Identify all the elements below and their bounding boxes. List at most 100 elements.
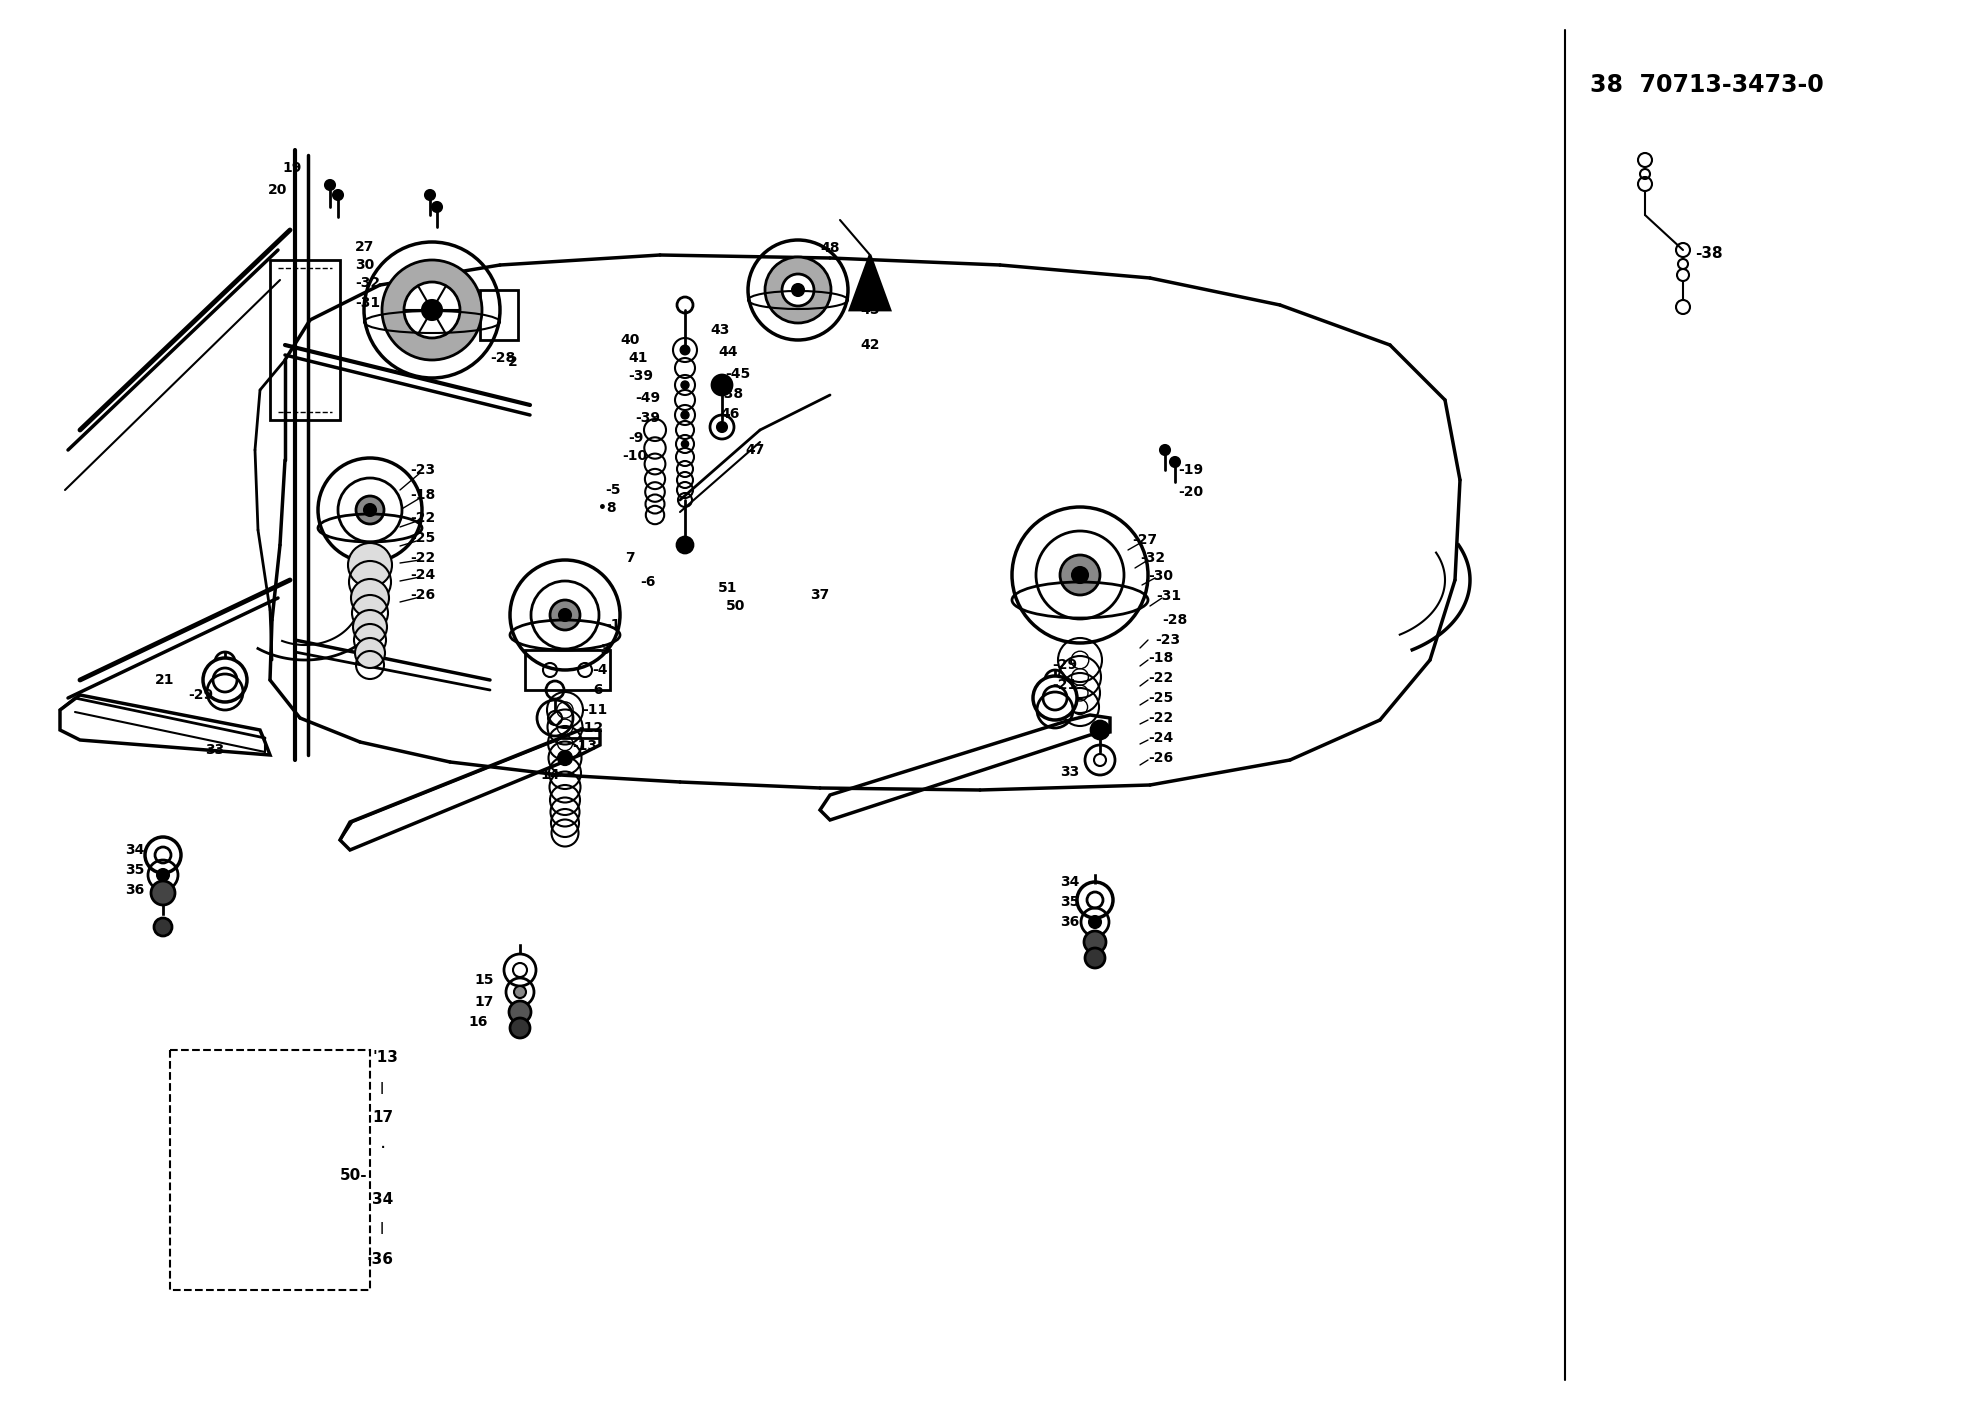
Text: -30: -30 <box>1149 570 1173 584</box>
Text: 48: 48 <box>819 241 839 255</box>
Text: l: l <box>381 1222 385 1237</box>
Circle shape <box>1676 300 1690 314</box>
Text: 47: 47 <box>746 443 764 457</box>
Text: 50-: 50- <box>339 1167 367 1183</box>
Text: -45: -45 <box>724 368 750 382</box>
Text: -25: -25 <box>411 530 434 544</box>
Text: -22: -22 <box>411 511 434 525</box>
Text: •8: •8 <box>597 501 617 515</box>
Text: -22: -22 <box>1149 711 1173 725</box>
Text: 45: 45 <box>859 303 879 317</box>
Text: 36: 36 <box>1059 915 1079 929</box>
Circle shape <box>558 751 573 766</box>
Text: -32: -32 <box>1141 551 1165 565</box>
Circle shape <box>532 581 599 650</box>
Circle shape <box>353 610 387 644</box>
Text: 42: 42 <box>859 338 879 352</box>
Text: -6: -6 <box>587 683 603 697</box>
Circle shape <box>782 274 813 306</box>
Polygon shape <box>849 255 891 310</box>
Circle shape <box>1085 948 1105 968</box>
Circle shape <box>1083 932 1105 953</box>
Circle shape <box>337 478 403 542</box>
Text: 15: 15 <box>474 974 494 986</box>
Circle shape <box>681 345 690 355</box>
Text: -23: -23 <box>1155 633 1180 647</box>
Text: 33: 33 <box>1059 765 1079 779</box>
Text: -27: -27 <box>1133 533 1157 547</box>
Text: -49: -49 <box>635 391 661 405</box>
Text: -13: -13 <box>571 739 597 753</box>
Circle shape <box>716 422 726 432</box>
Text: 43: 43 <box>710 323 730 337</box>
Text: -29: -29 <box>1052 658 1077 672</box>
Text: -29: -29 <box>188 687 212 702</box>
Text: 41: 41 <box>629 351 647 365</box>
Text: 21: 21 <box>155 673 175 687</box>
Text: -22: -22 <box>411 551 434 565</box>
Text: -24: -24 <box>1149 731 1173 745</box>
Circle shape <box>351 579 389 617</box>
Circle shape <box>712 375 732 396</box>
Circle shape <box>405 282 460 338</box>
Circle shape <box>681 382 688 389</box>
Circle shape <box>151 881 175 905</box>
Text: 38  70713-3473-0: 38 70713-3473-0 <box>1589 73 1823 97</box>
Circle shape <box>1161 445 1171 455</box>
Text: -26: -26 <box>411 588 434 602</box>
Circle shape <box>423 300 442 320</box>
Text: 7: 7 <box>625 551 635 565</box>
Circle shape <box>766 257 831 323</box>
Circle shape <box>1034 676 1077 720</box>
Text: -18: -18 <box>1149 651 1173 665</box>
Circle shape <box>681 441 688 448</box>
Text: 35: 35 <box>125 863 145 877</box>
Circle shape <box>355 638 385 668</box>
Text: '13: '13 <box>373 1051 399 1065</box>
Text: -22: -22 <box>1149 671 1173 685</box>
Polygon shape <box>60 694 270 755</box>
Circle shape <box>1089 916 1101 927</box>
Text: 33: 33 <box>204 744 224 758</box>
Text: 17: 17 <box>474 995 494 1009</box>
Text: 19: 19 <box>282 161 302 175</box>
Text: 34: 34 <box>1059 875 1079 890</box>
Text: -5: -5 <box>605 483 621 497</box>
Text: -28: -28 <box>490 351 516 365</box>
Text: l: l <box>381 1083 385 1097</box>
Text: -38: -38 <box>718 387 744 401</box>
Text: 30: 30 <box>355 258 375 272</box>
Text: -21: -21 <box>1052 678 1077 692</box>
Text: -4: -4 <box>591 664 607 678</box>
Text: 40: 40 <box>619 333 639 347</box>
Circle shape <box>681 411 688 419</box>
Text: 35: 35 <box>1059 895 1079 909</box>
Circle shape <box>347 543 393 586</box>
Text: 50: 50 <box>726 599 746 613</box>
Text: 20: 20 <box>268 182 288 196</box>
Circle shape <box>510 1019 530 1038</box>
Circle shape <box>1071 567 1087 584</box>
Circle shape <box>383 260 482 361</box>
Circle shape <box>425 189 434 201</box>
Circle shape <box>1059 556 1099 595</box>
Text: -6: -6 <box>641 575 655 589</box>
Text: 14: 14 <box>540 767 559 781</box>
Text: -10: -10 <box>623 449 647 463</box>
Text: 46: 46 <box>720 407 740 421</box>
Text: -31: -31 <box>355 296 381 310</box>
Text: 37: 37 <box>809 588 829 602</box>
Circle shape <box>792 283 804 296</box>
Circle shape <box>1171 457 1180 467</box>
Text: -20: -20 <box>1178 485 1202 499</box>
Text: -23: -23 <box>411 463 434 477</box>
Text: 16: 16 <box>468 1014 488 1028</box>
Text: -3: -3 <box>595 643 611 657</box>
Circle shape <box>1036 530 1125 619</box>
Text: -9: -9 <box>629 431 643 445</box>
Circle shape <box>355 497 385 523</box>
Text: 27: 27 <box>355 240 375 254</box>
Text: -1: -1 <box>605 617 621 631</box>
Circle shape <box>677 537 692 553</box>
Circle shape <box>550 600 579 630</box>
